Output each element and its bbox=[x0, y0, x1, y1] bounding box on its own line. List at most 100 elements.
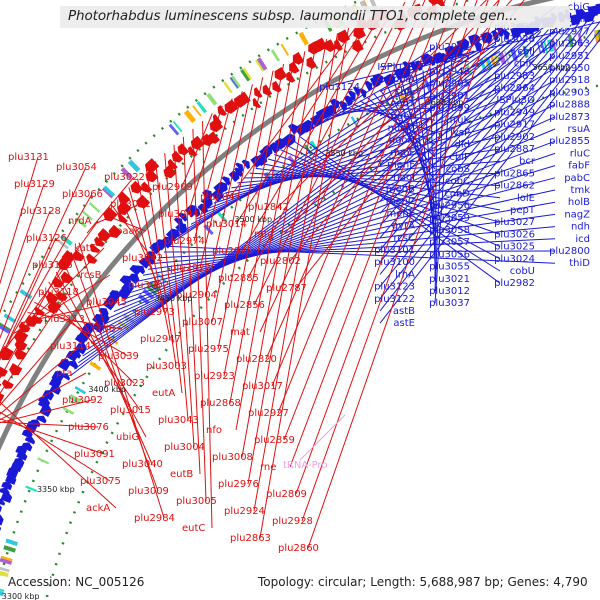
reverse-gene-arrow bbox=[14, 348, 28, 360]
reverse-leader-line bbox=[199, 91, 243, 269]
reverse-gene-label: plu3129 bbox=[14, 179, 55, 190]
forward-gene-arrow bbox=[60, 373, 71, 381]
annotation-block bbox=[69, 393, 82, 403]
forward-gene-arrow bbox=[135, 265, 146, 275]
reverse-leader-line bbox=[0, 372, 87, 421]
forward-leader-line bbox=[379, 32, 534, 190]
forward-gene-label: cobS bbox=[446, 164, 470, 175]
forward-leader-line bbox=[213, 111, 501, 204]
forward-leader-line bbox=[243, 172, 501, 179]
reverse-gene-arrow bbox=[72, 249, 85, 262]
annotation-block bbox=[241, 67, 252, 81]
forward-gene-arrow bbox=[175, 222, 188, 235]
reverse-gene-label: plu2860 bbox=[278, 543, 319, 554]
reverse-gene-label: plu3002 bbox=[128, 280, 169, 291]
forward-leader-line bbox=[128, 165, 556, 294]
forward-leader-line bbox=[306, 46, 436, 133]
forward-leader-line bbox=[379, 27, 557, 226]
forward-gene-label: cobD bbox=[444, 188, 470, 199]
forward-gene-label: plu2918 bbox=[549, 75, 590, 86]
forward-gene-label: holB bbox=[568, 197, 590, 208]
reverse-leader-line bbox=[0, 237, 57, 361]
forward-leader-line bbox=[379, 31, 542, 202]
forward-gene-arrow bbox=[347, 90, 356, 101]
reverse-leader-line bbox=[277, 0, 446, 414]
forward-gene-arrow bbox=[21, 429, 33, 439]
forward-gene-label: plu3028 bbox=[494, 34, 535, 45]
genome-summary-text: Topology: circular; Length: 5,688,987 bp… bbox=[258, 575, 588, 589]
forward-gene-arrow bbox=[364, 80, 373, 92]
reverse-leader-line bbox=[1, 220, 99, 355]
reverse-gene-label: plu3039 bbox=[98, 351, 139, 362]
forward-gene-label: ISPlu3O bbox=[496, 95, 535, 106]
forward-gene-label: cbiP bbox=[449, 152, 470, 163]
annotation-block bbox=[217, 211, 228, 223]
annotation-block bbox=[81, 210, 93, 221]
reverse-gene-label: plu2976 bbox=[218, 479, 259, 490]
forward-gene-arrow bbox=[178, 212, 188, 222]
annotation-block bbox=[88, 202, 100, 213]
reverse-gene-label: plu3131 bbox=[8, 152, 49, 163]
reverse-leader-line bbox=[247, 39, 328, 485]
forward-gene-label: nagZ bbox=[564, 209, 590, 220]
reverse-gene-arrow bbox=[145, 169, 159, 183]
forward-gene-arrow bbox=[74, 343, 87, 355]
reverse-leader-line bbox=[155, 161, 183, 394]
reverse-leader-line bbox=[48, 281, 141, 411]
annotation-block bbox=[3, 545, 16, 553]
reverse-gene-label: plu2820 bbox=[236, 354, 277, 365]
forward-gene-label: lysP bbox=[450, 127, 470, 138]
rna-leader-line bbox=[299, 414, 346, 461]
forward-gene-arrow bbox=[30, 419, 41, 428]
forward-gene-arrow bbox=[0, 487, 10, 496]
forward-leader-line bbox=[434, 61, 446, 292]
reverse-leader-line bbox=[193, 98, 233, 242]
forward-gene-label: cbiH bbox=[568, 14, 590, 25]
forward-gene-label: plu2951 bbox=[549, 51, 590, 62]
reverse-leader-line bbox=[0, 401, 117, 509]
forward-gene-arrow bbox=[121, 282, 134, 295]
forward-gene-label: plu3124 bbox=[319, 82, 360, 93]
reverse-gene-label: plu3091 bbox=[74, 449, 115, 460]
reverse-leader-line bbox=[13, 274, 111, 334]
forward-gene-label: astE bbox=[393, 318, 415, 329]
forward-gene-label: plu3100 bbox=[374, 257, 415, 268]
reverse-gene-arrow bbox=[324, 39, 337, 53]
reverse-leader-line bbox=[247, 6, 395, 279]
reverse-leader-line bbox=[307, 0, 500, 549]
forward-leader-line bbox=[379, 21, 587, 275]
reverse-leader-line bbox=[235, 51, 306, 431]
forward-leader-line bbox=[169, 245, 556, 264]
forward-gene-arrow bbox=[21, 442, 33, 452]
forward-gene-arrow bbox=[173, 217, 184, 227]
forward-gene-arrow bbox=[329, 98, 340, 110]
reverse-gene-arrow bbox=[136, 194, 151, 209]
annotation-block bbox=[37, 457, 50, 465]
annotation-block bbox=[75, 217, 87, 228]
forward-leader-line bbox=[148, 213, 556, 270]
reverse-gene-label: mfd bbox=[254, 229, 274, 240]
forward-gene-label: dld bbox=[455, 140, 470, 151]
forward-gene-label: plu3059 bbox=[429, 213, 470, 224]
reverse-leader-line bbox=[111, 205, 153, 259]
forward-gene-label: thiD bbox=[569, 258, 590, 269]
forward-gene-label: plu3025 bbox=[494, 242, 535, 253]
reverse-gene-label: plu2909 bbox=[152, 182, 193, 193]
annotation-block bbox=[223, 81, 233, 94]
reverse-leader-line bbox=[253, 33, 339, 512]
forward-gene-arrow bbox=[160, 236, 173, 249]
annotation-block bbox=[536, 42, 542, 55]
forward-gene-label: plu2800 bbox=[549, 246, 590, 257]
reverse-gene-label: katE bbox=[74, 243, 96, 254]
forward-gene-arrow bbox=[491, 30, 500, 41]
reverse-gene-label: nrdB bbox=[92, 324, 116, 335]
forward-gene-label: plu2888 bbox=[549, 100, 590, 111]
annotation-block bbox=[489, 55, 497, 68]
label-leader-lines bbox=[0, 0, 600, 549]
reverse-gene-label: eutB bbox=[170, 469, 193, 480]
reverse-gene-label: plu2984 bbox=[134, 513, 175, 524]
forward-gene-label: plu3056 bbox=[429, 249, 470, 260]
reverse-gene-label: plu3066 bbox=[62, 189, 103, 200]
